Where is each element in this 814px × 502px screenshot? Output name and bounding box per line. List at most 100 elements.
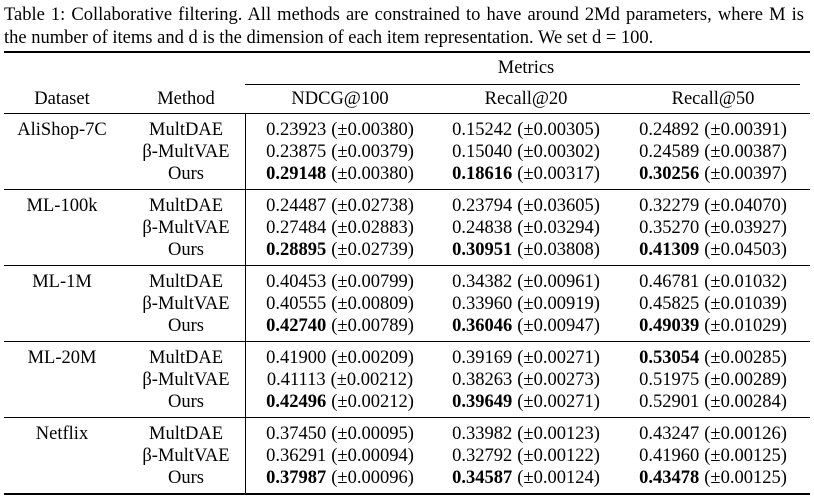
method-name: Ours [168,164,204,184]
metric-std: (±0.00285) [704,348,787,368]
metric-std: (±0.00380) [331,164,414,184]
metric-mean: 0.39649 [452,392,513,412]
metric-mean: 0.49039 [639,316,700,336]
table-rule [245,113,246,493]
metric-std: (±0.00271) [517,348,600,368]
metric-std: (±0.03294) [517,218,600,238]
metric-mean: 0.43247 [639,424,700,444]
metric-mean: 0.32279 [639,196,700,216]
metric-cell: 0.46781 (±0.01032) [639,271,787,293]
metric-mean: 0.43478 [639,468,700,488]
metric-std: (±0.00305) [517,120,600,140]
metric-cell: 0.23875 (±0.00379) [266,141,414,163]
metrics-header: Metrics [497,58,555,78]
table-caption: Table 1: Collaborative filtering. All me… [4,5,804,48]
dataset-name: AliShop-7C [17,120,107,140]
metric-std: (±0.00380) [331,120,414,140]
metric-cell: 0.15040 (±0.00302) [452,141,600,163]
table-rule [4,113,810,114]
metric-mean: 0.37987 [266,468,327,488]
metric-cell: 0.37987 (±0.00096) [266,467,414,489]
metric-cell: 0.41960 (±0.00125) [639,445,787,467]
metric-cell: 0.37450 (±0.00095) [266,423,414,445]
column-header: Recall@20 [484,89,568,109]
metric-cell: 0.30256 (±0.00397) [639,163,787,185]
method-name: β-MultVAE [142,370,230,390]
metric-cell: 0.43478 (±0.00125) [639,467,787,489]
metric-mean: 0.27484 [266,218,327,238]
method-name: Ours [168,392,204,412]
metric-mean: 0.41900 [266,348,327,368]
metric-cell: 0.33960 (±0.00919) [452,293,600,315]
metric-std: (±0.00397) [704,164,787,184]
metric-mean: 0.51975 [639,370,700,390]
metric-cell: 0.24838 (±0.03294) [452,217,600,239]
metric-mean: 0.23794 [452,196,513,216]
metric-cell: 0.18616 (±0.00317) [452,163,600,185]
metric-std: (±0.00122) [517,446,600,466]
metric-std: (±0.00289) [704,370,787,390]
metric-std: (±0.00125) [704,446,787,466]
metric-std: (±0.00209) [331,348,414,368]
metric-mean: 0.24487 [266,196,327,216]
metric-std: (±0.01032) [704,272,787,292]
metric-mean: 0.53054 [639,348,700,368]
metric-cell: 0.52901 (±0.00284) [639,391,787,413]
metric-cell: 0.29148 (±0.00380) [266,163,414,185]
metric-mean: 0.36291 [266,446,327,466]
method-name: MultDAE [149,424,223,444]
metric-cell: 0.36046 (±0.00947) [452,315,600,337]
metric-cell: 0.34587 (±0.00124) [452,467,600,489]
metric-mean: 0.18616 [452,164,513,184]
metric-std: (±0.02883) [331,218,414,238]
metric-std: (±0.01039) [704,294,787,314]
metric-std: (±0.00123) [517,424,600,444]
method-header: Method [157,89,215,109]
metric-cell: 0.36291 (±0.00094) [266,445,414,467]
metric-std: (±0.00809) [331,294,414,314]
metric-mean: 0.37450 [266,424,327,444]
metric-std: (±0.00096) [331,468,414,488]
metric-mean: 0.33982 [452,424,513,444]
metric-cell: 0.39649 (±0.00271) [452,391,600,413]
metric-mean: 0.42496 [266,392,327,412]
metric-cell: 0.41113 (±0.00212) [267,369,413,391]
table-rule [4,265,810,266]
metric-mean: 0.28895 [266,240,327,260]
method-name: β-MultVAE [142,218,230,238]
metric-mean: 0.30256 [639,164,700,184]
table-rule [4,341,810,342]
metric-cell: 0.23923 (±0.00380) [266,119,414,141]
metric-cell: 0.32279 (±0.04070) [639,195,787,217]
method-name: β-MultVAE [142,446,230,466]
metric-mean: 0.24589 [639,142,700,162]
metric-mean: 0.41309 [639,240,700,260]
metric-std: (±0.00212) [331,392,414,412]
metric-cell: 0.38263 (±0.00273) [452,369,600,391]
metric-std: (±0.04503) [704,240,787,260]
metric-std: (±0.00124) [517,468,600,488]
metric-std: (±0.00302) [517,142,600,162]
method-name: Ours [168,468,204,488]
metric-mean: 0.42740 [266,316,327,336]
metric-std: (±0.00947) [517,316,600,336]
method-name: MultDAE [149,196,223,216]
metric-cell: 0.53054 (±0.00285) [639,347,787,369]
metric-std: (±0.03927) [704,218,787,238]
metric-mean: 0.34382 [452,272,513,292]
metric-std: (±0.00284) [704,392,787,412]
method-name: MultDAE [149,120,223,140]
metric-mean: 0.36046 [452,316,513,336]
metric-cell: 0.24487 (±0.02738) [266,195,414,217]
method-name: Ours [168,240,204,260]
metric-mean: 0.24892 [639,120,700,140]
metric-mean: 0.35270 [639,218,700,238]
metric-std: (±0.00271) [517,392,600,412]
column-header: NDCG@100 [291,89,389,109]
metric-cell: 0.40555 (±0.00809) [266,293,414,315]
table-rule [4,493,810,495]
metric-std: (±0.04070) [704,196,787,216]
metric-std: (±0.01029) [704,316,787,336]
metric-mean: 0.45825 [639,294,700,314]
